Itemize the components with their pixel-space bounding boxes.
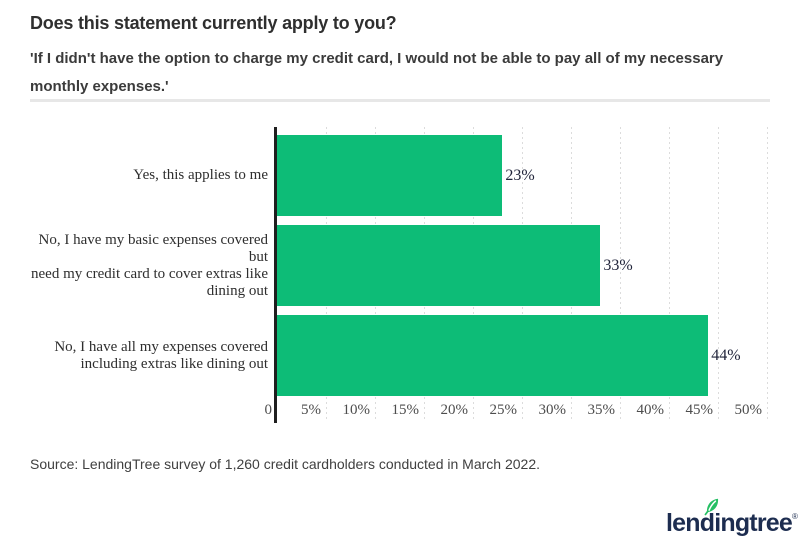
chart-subtitle: 'If I didn't have the option to charge m…: [30, 50, 724, 95]
category-label: No, I have all my expenses covered inclu…: [54, 338, 268, 372]
x-tick-label: 30%: [538, 402, 567, 418]
gridline: [669, 127, 670, 422]
x-tick-label: 45%: [685, 402, 714, 418]
chart-title: Does this statement currently apply to y…: [30, 13, 397, 33]
x-tick-label: 20%: [440, 402, 469, 418]
bar-value-label: 23%: [505, 166, 535, 184]
bar: [277, 225, 601, 306]
x-tick-label: 40%: [636, 402, 665, 418]
bar: [277, 315, 709, 396]
x-tick-label: 35%: [587, 402, 616, 418]
header-divider: [30, 99, 770, 102]
registered-mark: ®: [791, 512, 798, 521]
x-tick-label: 10%: [342, 402, 371, 418]
lendingtree-logo: lendingtree®: [666, 498, 798, 541]
x-tick-label: 25%: [489, 402, 518, 418]
x-tick-label: 15%: [391, 402, 420, 418]
bar: [277, 135, 503, 216]
logo-text: lendingtree: [666, 509, 793, 537]
bar-value-label: 44%: [711, 346, 741, 364]
bar-value-label: 33%: [603, 256, 633, 274]
x-tick-label: 0: [264, 402, 273, 418]
x-tick-label: 5%: [301, 402, 321, 418]
category-label: No, I have my basic expenses covered but…: [31, 231, 268, 299]
x-tick-label: 50%: [734, 402, 763, 418]
y-axis-line: [274, 127, 277, 423]
gridline: [620, 127, 621, 422]
gridline: [718, 127, 719, 422]
source-note: Source: LendingTree survey of 1,260 cred…: [30, 456, 541, 472]
lendingtree-leaf-icon: [704, 498, 719, 516]
gridline: [767, 127, 768, 422]
category-label: Yes, this applies to me: [133, 167, 268, 183]
